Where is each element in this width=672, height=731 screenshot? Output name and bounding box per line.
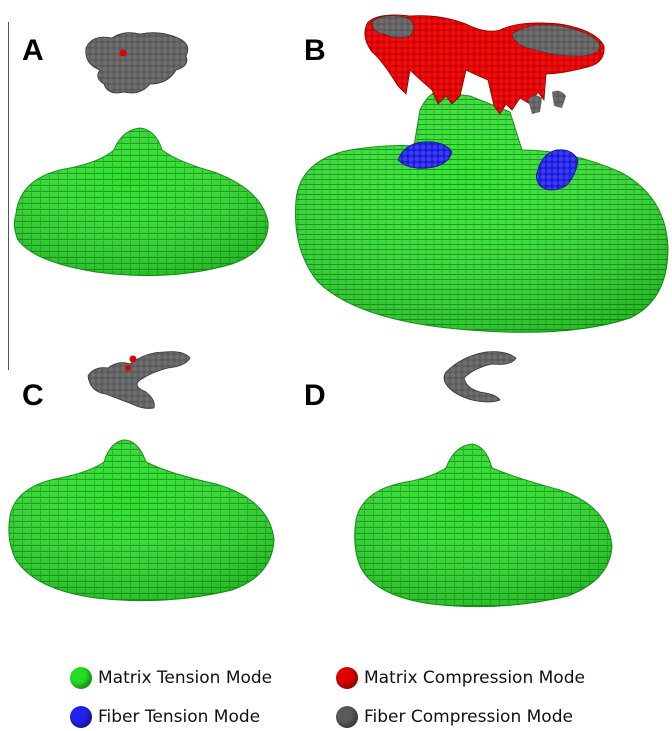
legend-dot-matrix-tension — [70, 667, 92, 689]
legend-dot-fiber-tension — [70, 706, 92, 728]
panel-c-label: C — [22, 379, 44, 412]
panel-b-label: B — [304, 34, 326, 67]
panel-c-model — [8, 351, 275, 602]
legend-label-fiber-tension: Fiber Tension Mode — [98, 707, 261, 727]
panel-d-label: D — [304, 379, 326, 412]
panel-b-fiber-compression-drips — [528, 90, 566, 114]
panel-b-fiber-compression-right — [511, 24, 601, 57]
failure-mode-figure — [8, 14, 669, 608]
legend-item-fiber-compression: Fiber Compression Mode — [336, 706, 573, 728]
panel-b-fiber-compression-left — [371, 15, 414, 38]
panel-b-fiber-tension-right — [536, 149, 579, 191]
legend-label-matrix-compression: Matrix Compression Mode — [364, 668, 585, 688]
legend-item-matrix-compression: Matrix Compression Mode — [336, 667, 585, 689]
legend-item-fiber-tension: Fiber Tension Mode — [70, 706, 260, 728]
panel-c-fiber-compression-cluster — [87, 351, 191, 409]
legend-item-matrix-tension: Matrix Tension Mode — [70, 667, 272, 689]
panel-a-matrix-compression-spot — [119, 49, 127, 57]
panel-d-model — [354, 351, 613, 608]
panel-a-fiber-compression-cluster — [85, 32, 189, 94]
legend-label-matrix-tension: Matrix Tension Mode — [98, 668, 273, 688]
panel-a-label: A — [22, 34, 44, 67]
panel-a-model — [13, 32, 269, 277]
panel-divider-line — [8, 22, 9, 370]
legend-dot-fiber-compression — [336, 706, 358, 728]
legend-dot-matrix-compression — [336, 667, 358, 689]
panel-c-matrix-compression-spot-top — [129, 355, 137, 363]
panel-d-fiber-compression-arc — [443, 351, 517, 403]
legend-label-fiber-compression: Fiber Compression Mode — [364, 707, 573, 727]
panel-c-matrix-compression-spot-bottom — [125, 365, 131, 371]
panel-b-model — [295, 14, 669, 333]
panel-b-fiber-tension-left — [397, 141, 453, 169]
